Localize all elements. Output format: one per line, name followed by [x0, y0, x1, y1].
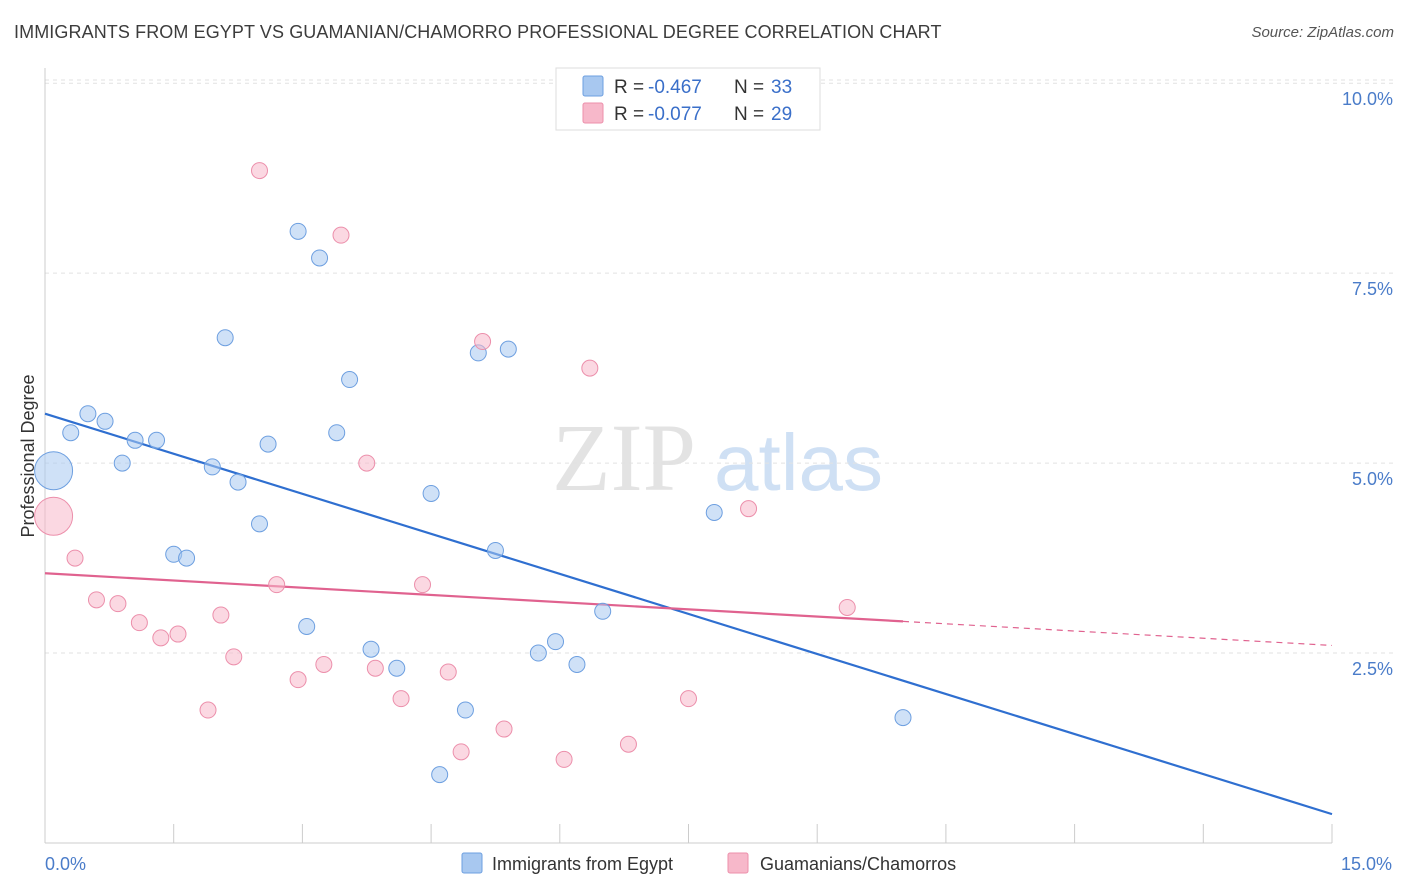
point-egypt [96, 412, 114, 430]
chart-source: Source: ZipAtlas.com [1251, 24, 1394, 41]
x-axis-ticks: 0.0% 15.0% [44, 824, 1392, 874]
point-guam [66, 549, 84, 567]
point-guam [87, 591, 105, 609]
legend-r-value-egypt: -0.467 [648, 77, 702, 98]
point-egypt [34, 451, 74, 491]
trend-line-egypt [44, 412, 1333, 816]
x-tick-label: 15.0% [1341, 854, 1392, 874]
point-egypt [311, 249, 329, 267]
point-egypt [422, 484, 440, 502]
point-egypt [298, 617, 316, 635]
point-guam [358, 454, 376, 472]
point-guam [315, 655, 333, 673]
point-guam [619, 735, 637, 753]
point-guam [109, 595, 127, 613]
grid [45, 79, 1395, 654]
point-egypt [251, 515, 268, 533]
y-axis-ticks: 2.5% 5.0% 7.5% 10.0% [1342, 89, 1393, 679]
legend-n-label-guam: N = [734, 104, 764, 125]
bottom-legend-swatch-guam [727, 852, 749, 874]
point-guam [130, 614, 148, 632]
trend-lines [44, 412, 1333, 816]
point-guam [452, 743, 470, 761]
point-egypt [894, 709, 912, 727]
point-guam [289, 671, 307, 689]
trend-line-guam-extension [902, 620, 1333, 647]
legend-r-value-guam: -0.077 [648, 104, 702, 125]
bottom-legend-label-guam: Guamanians/Chamorros [760, 854, 956, 874]
point-egypt [229, 473, 247, 491]
legend-n-value-guam: 29 [771, 104, 792, 125]
point-guam [212, 606, 230, 624]
y-axis-label: Professional Degree [18, 374, 38, 537]
bottom-legend: Immigrants from Egypt Guamanians/Chamorr… [461, 852, 956, 874]
point-egypt [148, 431, 166, 449]
watermark-atlas: atlas [714, 418, 883, 507]
point-guam [680, 690, 697, 708]
point-guam [838, 598, 856, 616]
legend-r-label-egypt: R = [614, 77, 644, 98]
point-guam [474, 333, 492, 351]
point-guam [414, 576, 432, 594]
point-guam [392, 690, 410, 708]
point-guam [366, 659, 384, 677]
trend-line-guam [44, 572, 904, 623]
point-guam [169, 625, 187, 643]
legend-swatch-egypt [582, 75, 604, 97]
point-egypt [362, 640, 380, 658]
y-tick-label: 2.5% [1352, 659, 1393, 679]
point-guam [225, 648, 243, 666]
point-guam [740, 500, 758, 518]
point-egypt [568, 655, 586, 673]
point-guam [251, 162, 268, 180]
point-egypt [216, 329, 234, 347]
point-egypt [289, 222, 307, 240]
y-tick-label: 5.0% [1352, 469, 1393, 489]
point-guam [34, 496, 74, 536]
x-tick-label: 0.0% [45, 854, 86, 874]
y-tick-label: 10.0% [1342, 89, 1393, 109]
point-egypt [126, 431, 144, 449]
legend-r-label-guam: R = [614, 104, 644, 125]
point-egypt [259, 435, 277, 453]
point-egypt [594, 602, 612, 620]
point-guam [268, 576, 286, 594]
point-egypt [328, 424, 346, 442]
point-egypt [341, 371, 359, 389]
watermark-zip: ZIP [552, 404, 696, 511]
point-egypt [456, 701, 474, 719]
point-guam [199, 701, 217, 719]
point-guam [332, 226, 350, 244]
legend-n-label-egypt: N = [734, 77, 764, 98]
point-egypt [113, 454, 131, 472]
legend-n-value-egypt: 33 [771, 77, 792, 98]
data-points [34, 162, 912, 784]
point-guam [555, 750, 573, 768]
point-egypt [79, 405, 97, 423]
top-legend: R = -0.467 N = 33 R = -0.077 N = 29 [555, 67, 821, 131]
bottom-legend-label-egypt: Immigrants from Egypt [492, 854, 673, 874]
legend-swatch-guam [582, 102, 604, 124]
point-egypt [705, 503, 723, 521]
y-tick-label: 7.5% [1352, 279, 1393, 299]
point-egypt [178, 549, 196, 567]
point-guam [581, 359, 599, 377]
point-egypt [431, 766, 449, 784]
point-egypt [499, 340, 517, 358]
point-egypt [62, 424, 80, 442]
bottom-legend-swatch-egypt [461, 852, 483, 874]
point-egypt [529, 644, 547, 662]
point-egypt [388, 659, 406, 677]
chart-title: IMMIGRANTS FROM EGYPT VS GUAMANIAN/CHAMO… [14, 22, 942, 42]
point-guam [439, 663, 457, 681]
point-guam [152, 629, 170, 647]
point-egypt [203, 458, 221, 476]
point-egypt [547, 633, 565, 651]
point-guam [495, 720, 513, 738]
point-egypt [486, 541, 504, 559]
